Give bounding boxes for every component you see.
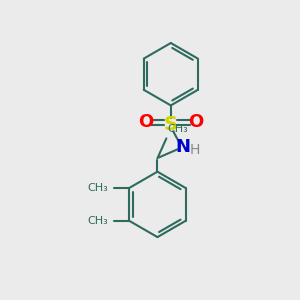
- Text: H: H: [190, 143, 200, 157]
- Text: O: O: [138, 113, 153, 131]
- Text: CH₃: CH₃: [88, 216, 108, 226]
- Text: CH₃: CH₃: [88, 183, 108, 193]
- Text: N: N: [175, 138, 190, 156]
- Text: CH₃: CH₃: [168, 124, 189, 134]
- Text: S: S: [164, 115, 178, 134]
- Text: O: O: [188, 113, 204, 131]
